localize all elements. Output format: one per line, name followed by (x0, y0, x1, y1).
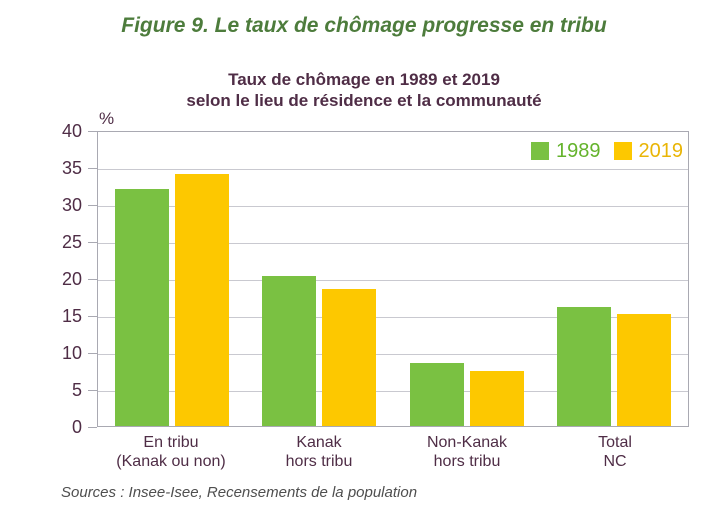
y-tick-mark-25 (88, 242, 97, 243)
bar-1989-total-nc (557, 306, 612, 426)
legend-label-2019: 2019 (638, 140, 684, 162)
x-axis-category-labels: En tribu (Kanak ou non) Kanak hors tribu Non… (97, 433, 689, 471)
y-tick-mark-0 (88, 427, 97, 428)
y-tick-mark-15 (88, 316, 97, 317)
y-tick-label-5: 5 (71, 380, 82, 400)
legend-label-1989: 1989 (556, 140, 601, 162)
y-tick-label-30: 30 (61, 195, 82, 215)
gridline-25 (98, 243, 688, 244)
x-category-label-line: Kanak (296, 434, 342, 451)
bar-2019-non-kanak-hors-tribu (469, 370, 524, 426)
gridline-35 (98, 169, 688, 170)
y-tick-label-15: 15 (61, 306, 82, 326)
y-tick-mark-20 (88, 279, 97, 280)
legend-swatch-2019 (613, 142, 632, 160)
bar-group-total-nc (541, 132, 689, 426)
x-category-label-line: hors tribu (285, 453, 353, 470)
bar-group-non-kanak-hors-tribu (393, 132, 541, 426)
gridline-20 (98, 280, 688, 281)
bar-1989-en-tribu (114, 188, 169, 426)
gridline-30 (98, 206, 688, 207)
y-tick-mark-5 (88, 390, 97, 391)
plot-area: 1989 2019 (97, 131, 689, 427)
x-category-label-en-tribu: En tribu (Kanak ou non) (97, 433, 245, 471)
bar-group-kanak-hors-tribu (246, 132, 394, 426)
x-category-label-kanak-hors-tribu: Kanak hors tribu (245, 433, 393, 471)
x-category-label-total-nc: Total NC (541, 433, 689, 471)
bar-2019-total-nc (617, 314, 672, 426)
y-tick-label-0: 0 (71, 417, 82, 437)
y-axis-unit-label: % (99, 109, 115, 128)
y-tick-mark-40 (88, 131, 97, 132)
source-note: Sources : Insee-Isee, Recensements de la… (61, 484, 418, 501)
x-category-label-line: Non-Kanak (426, 434, 508, 451)
x-category-label-line: NC (603, 453, 627, 470)
chart-title-line1: Taux de chômage en 1989 et 2019 (228, 70, 500, 89)
y-tick-mark-10 (88, 353, 97, 354)
legend-item-1989: 1989 (531, 141, 601, 161)
figure-title: Figure 9. Le taux de chômage progresse e… (121, 14, 607, 37)
bar-2019-kanak-hors-tribu (322, 289, 377, 426)
x-category-label-line: (Kanak ou non) (116, 453, 226, 470)
x-category-label-line: En tribu (143, 434, 199, 451)
legend-swatch-1989 (531, 142, 549, 160)
y-tick-label-25: 25 (61, 232, 82, 252)
gridline-15 (98, 317, 688, 318)
chart-title: Taux de chômage en 1989 et 2019 selon le… (0, 69, 728, 111)
y-tick-mark-30 (88, 205, 97, 206)
bar-2019-en-tribu (174, 173, 229, 426)
bar-1989-non-kanak-hors-tribu (409, 362, 464, 426)
bar-groups (98, 132, 688, 426)
chart-title-line2: selon le lieu de résidence et la communa… (186, 91, 542, 110)
gridline-10 (98, 354, 688, 355)
y-tick-label-20: 20 (61, 269, 82, 289)
x-category-label-line: hors tribu (433, 453, 501, 470)
y-tick-label-10: 10 (61, 343, 82, 363)
x-category-label-non-kanak-hors-tribu: Non-Kanak hors tribu (393, 433, 541, 471)
x-category-label-line: Total (598, 434, 632, 451)
bar-group-en-tribu (98, 132, 246, 426)
bar-1989-kanak-hors-tribu (262, 276, 317, 426)
legend-item-2019: 2019 (613, 140, 684, 162)
gridline-5 (98, 391, 688, 392)
y-tick-label-40: 40 (61, 121, 82, 141)
legend: 1989 2019 (531, 141, 683, 161)
y-tick-label-35: 35 (61, 158, 82, 178)
y-tick-mark-35 (88, 168, 97, 169)
